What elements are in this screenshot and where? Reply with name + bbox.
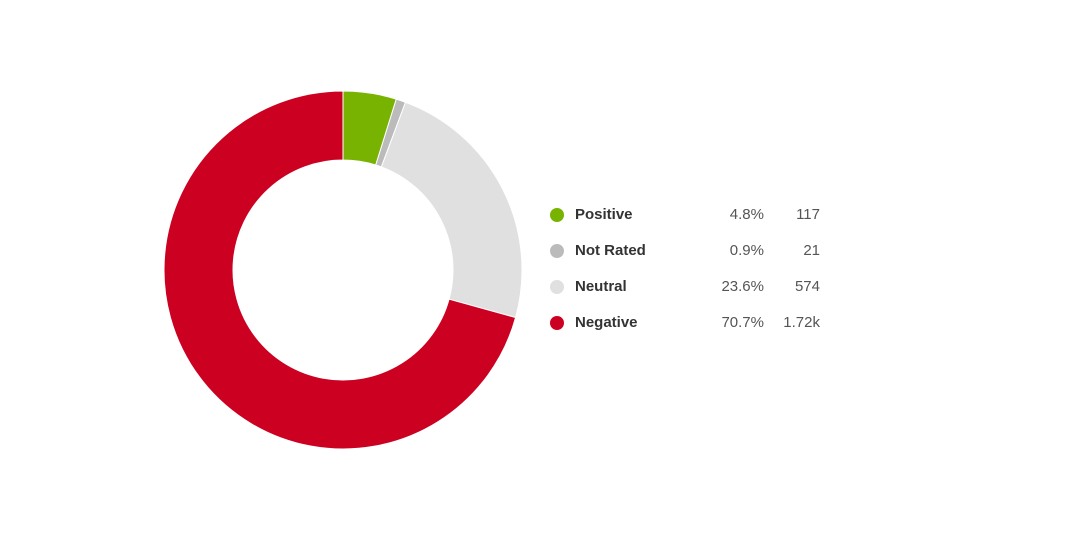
legend-count-not-rated: 21 <box>803 242 820 259</box>
legend-count-negative: 1.72k <box>783 314 820 331</box>
legend-item-not-rated[interactable]: Not Rated 0.9% 21 <box>550 233 840 269</box>
legend-percent-not-rated: 0.9% <box>729 242 764 259</box>
legend-percent-negative: 70.7% <box>721 314 764 331</box>
slice-neutral[interactable] <box>380 101 523 319</box>
legend-label-neutral: Neutral <box>575 278 627 295</box>
legend-marker-not-rated <box>550 244 564 258</box>
legend-label-not-rated: Not Rated <box>575 242 646 259</box>
legend-percent-neutral: 23.6% <box>721 278 764 295</box>
legend-item-neutral[interactable]: Neutral 23.6% 574 <box>550 269 840 305</box>
legend-item-positive[interactable]: Positive 4.8% 117 <box>550 197 840 233</box>
legend-item-negative[interactable]: Negative 70.7% 1.72k <box>550 305 840 341</box>
legend-marker-positive <box>550 208 564 222</box>
legend-marker-negative <box>550 316 564 330</box>
legend-label-negative: Negative <box>575 314 638 331</box>
legend-label-positive: Positive <box>575 206 633 223</box>
legend-count-neutral: 574 <box>794 278 820 295</box>
slice-negative[interactable] <box>163 90 517 450</box>
legend-count-positive: 117 <box>796 206 820 223</box>
legend-marker-neutral <box>550 280 564 294</box>
chart-legend: Positive 4.8% 117 Not Rated 0.9% 21 Neut… <box>550 197 840 341</box>
legend-percent-positive: 4.8% <box>729 206 764 223</box>
